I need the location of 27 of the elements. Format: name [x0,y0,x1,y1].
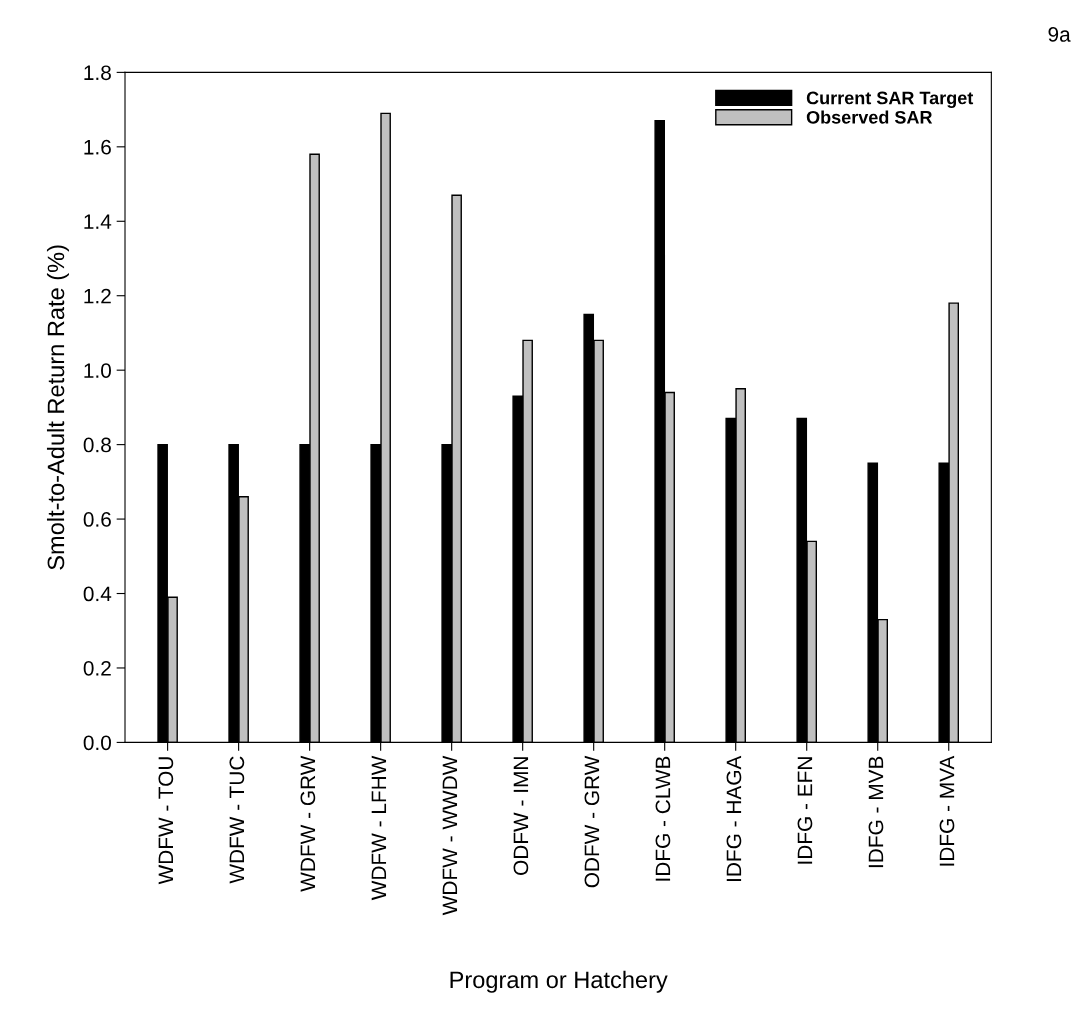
x-tick-label: IDFG - MVB [868,756,884,868]
y-tick-label: 0.8 [83,437,111,453]
y-tick-label: 1.8 [84,65,111,81]
x-tick-label: ODFW - IMN [513,757,529,875]
x-tick-label: WDFW - LFHW [371,755,387,901]
y-tick-label: 1.4 [84,214,112,229]
x-tick-label: WDFW - GRW [300,755,316,892]
y-tick-label: 1.6 [84,139,111,155]
x-tick-label: IDFG - MVA [939,755,955,866]
x-axis-title: Program or Hatchery [450,970,668,993]
y-tick-label: 0.2 [83,660,111,676]
legend-label: Current SAR Target [806,91,974,108]
y-tick-label: 0.4 [83,586,112,602]
x-tick-label: IDFG - HAGA [726,755,742,881]
x-tick-label: WDFW - WWDW [442,755,458,916]
y-tick-label: 0.6 [83,512,111,527]
y-axis-title: Smolt-to-Adult Return Rate (%) [46,245,69,570]
x-tick-label: IDFG - CLWB [655,756,671,881]
y-tick-label: 0.0 [83,735,111,751]
x-tick-label: ODFW - GRW [584,755,600,888]
y-tick-label: 1.2 [84,288,111,304]
x-tick-label: WDFW - TUC [229,756,245,884]
x-tick-label: IDFG - EFN [797,757,813,864]
text: 9a [1048,27,1071,42]
x-tick-label: WDFW - TOU [158,757,174,885]
y-tick-label: 1.0 [84,363,111,378]
legend-label: Observed SAR [806,110,933,124]
